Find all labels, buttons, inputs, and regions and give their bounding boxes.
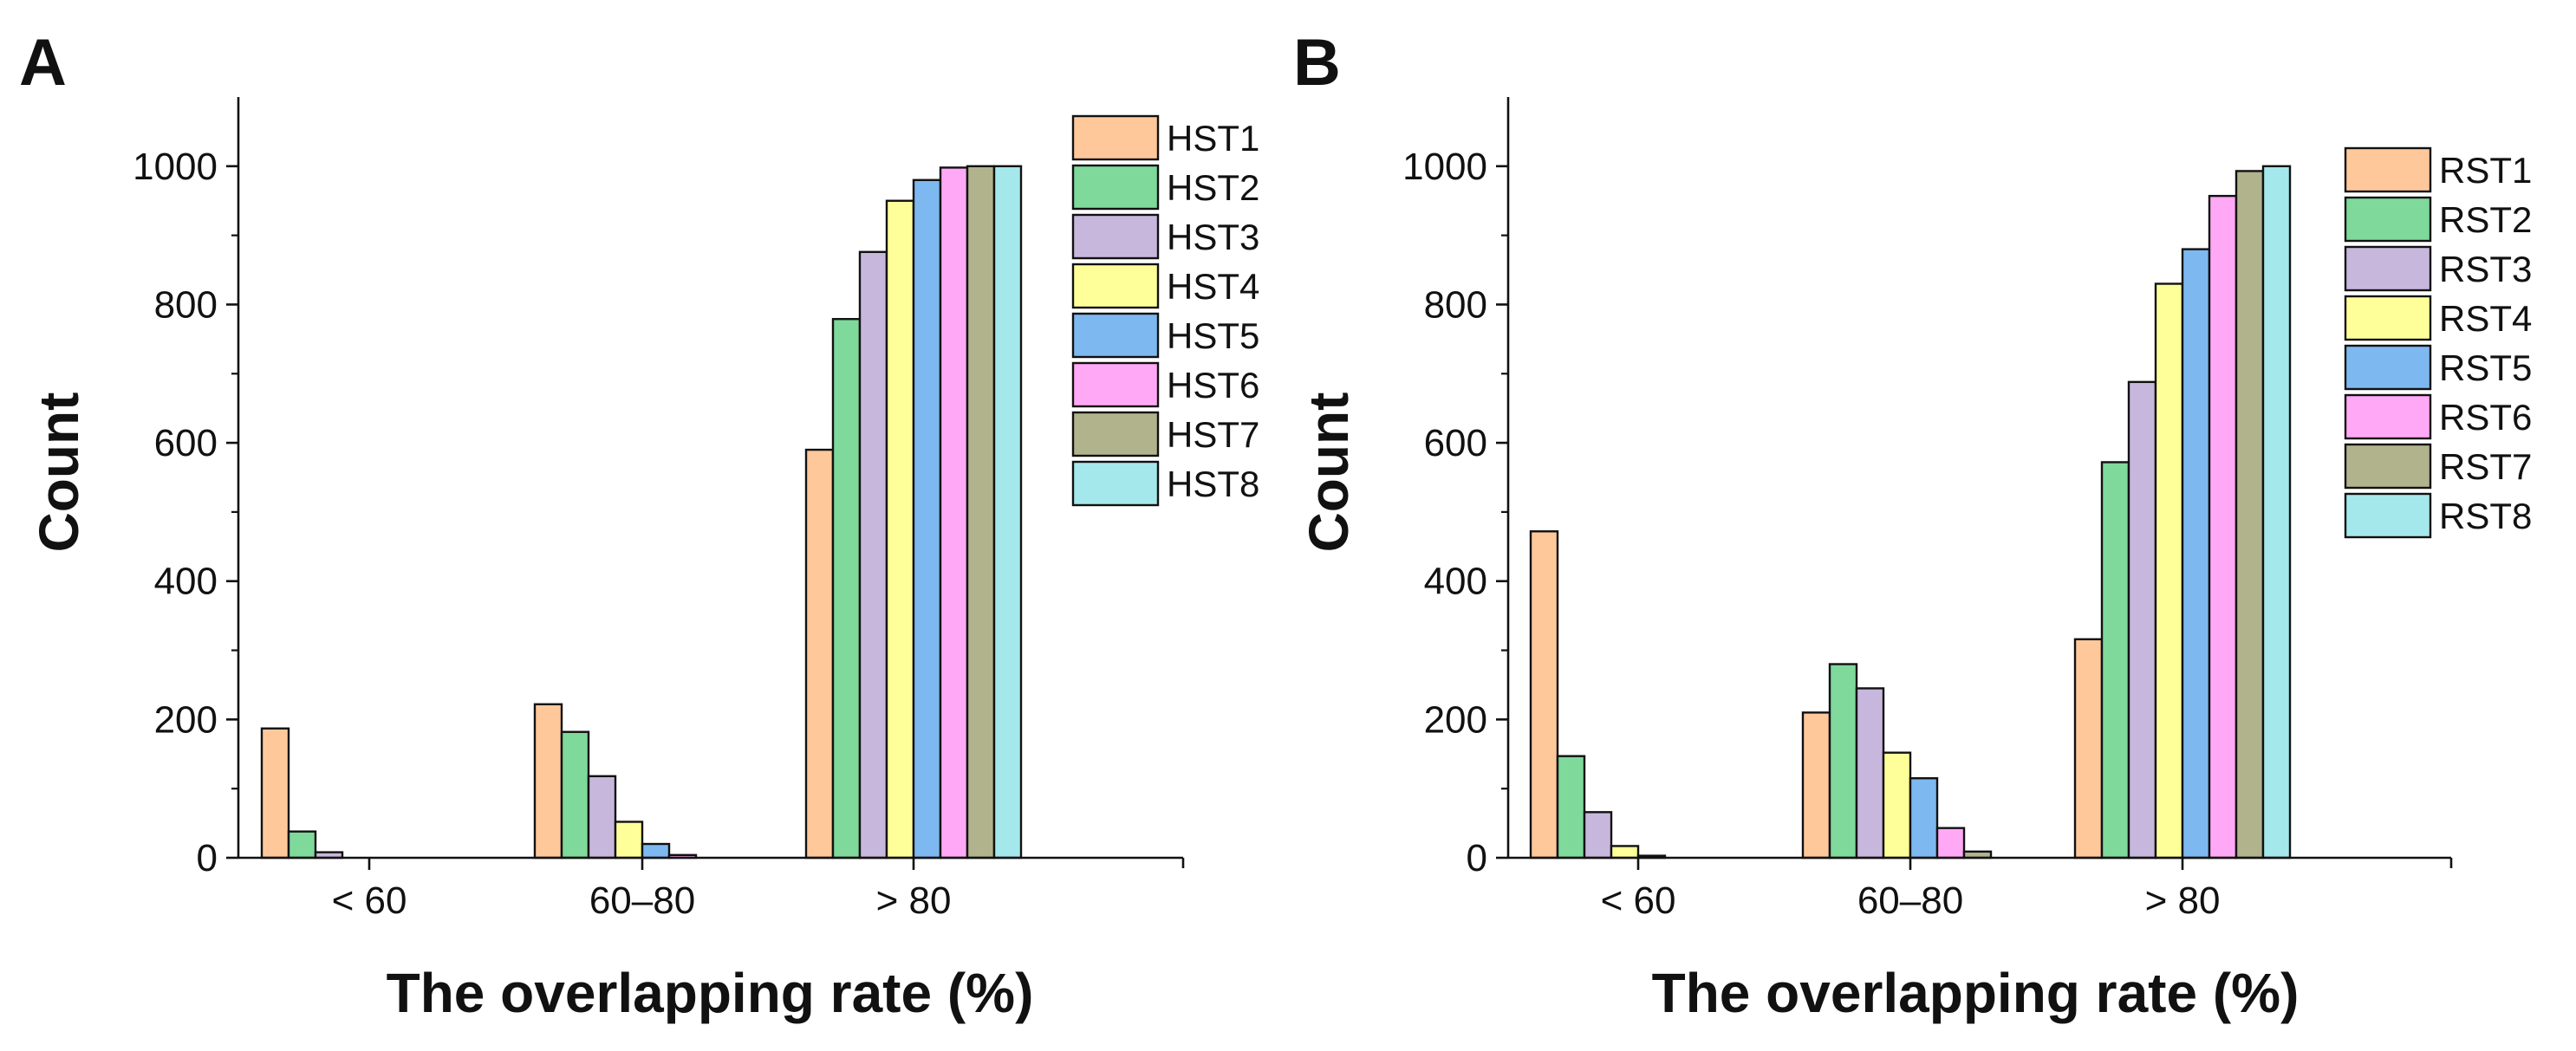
y-tick-label-a-600: 600 — [154, 422, 218, 464]
bar-b-rst2-3 — [2100, 461, 2130, 860]
bar-a-hst3-2 — [587, 775, 617, 860]
legend-swatch-a-hst2 — [1071, 164, 1160, 211]
legend-label-b-rst7: RST7 — [2439, 446, 2532, 487]
y-tick-label-b-800: 800 — [1424, 283, 1487, 326]
legend-swatch-a-hst3 — [1071, 213, 1160, 260]
bar-a-hst2-2 — [560, 730, 590, 860]
ticks-b: 0 200 400 600 800 1000 < 60 60–80 > 80 — [1402, 146, 2220, 922]
panel-letter-a: A — [19, 26, 67, 100]
legend-label-b-rst2: RST2 — [2439, 199, 2532, 240]
bar-b-rst4-3 — [2154, 282, 2184, 860]
y-axis-label-b: Count — [1298, 393, 1360, 553]
x-tick-label-b-2: 60–80 — [1857, 879, 1963, 922]
legend-swatch-a-hst8 — [1071, 460, 1160, 507]
legend-swatch-b-rst7 — [2344, 443, 2432, 490]
bar-b-rst3-1 — [1583, 811, 1613, 860]
bar-b-rst2-2 — [1828, 663, 1858, 860]
bar-b-rst5-3 — [2181, 248, 2211, 860]
y-axis-label-a: Count — [28, 393, 90, 553]
bar-b-rst6-2 — [1935, 827, 1966, 860]
bar-a-hst4-3 — [885, 199, 915, 860]
y-tick-label-b-1000: 1000 — [1402, 146, 1487, 188]
bar-a-hst8-3 — [992, 165, 1023, 860]
panel-b: B Count The overlapping rate (%) 0 200 400… — [1293, 26, 2532, 1024]
legend-swatch-a-hst5 — [1071, 312, 1160, 359]
legend-label-a-hst7: HST7 — [1167, 414, 1259, 455]
legend-swatch-b-rst4 — [2344, 295, 2432, 341]
legend-label-a-hst4: HST4 — [1167, 266, 1259, 307]
legend-label-b-rst6: RST6 — [2439, 397, 2532, 438]
bar-b-rst7-3 — [2234, 170, 2265, 860]
bar-a-hst3-3 — [858, 250, 888, 860]
y-tick-label-a-0: 0 — [197, 837, 218, 879]
axes-b — [1506, 97, 2453, 868]
legend-label-b-rst5: RST5 — [2439, 347, 2532, 388]
x-tick-label-a-2: 60–80 — [589, 879, 695, 922]
bar-b-rst1-2 — [1801, 711, 1831, 860]
y-tick-label-b-0: 0 — [1467, 837, 1487, 879]
axes-a — [237, 97, 1185, 868]
legend-label-b-rst4: RST4 — [2439, 298, 2532, 339]
legend-swatch-a-hst4 — [1071, 263, 1160, 309]
bar-a-hst6-3 — [939, 166, 969, 860]
y-tick-label-a-400: 400 — [154, 561, 218, 603]
legend-label-a-hst5: HST5 — [1167, 315, 1259, 356]
legend-swatch-b-rst5 — [2344, 344, 2432, 391]
ticks-a: 0 200 400 600 800 1000 < 60 60–80 > 80 — [133, 146, 951, 922]
legend-label-a-hst2: HST2 — [1167, 167, 1259, 208]
legend-b: RST1 RST2 RST3 RST4 RST5 RST6 RST7 RST8 — [2344, 146, 2532, 539]
bar-b-rst4-2 — [1882, 751, 1912, 860]
legend-label-b-rst3: RST3 — [2439, 249, 2532, 289]
legend-swatch-b-rst3 — [2344, 245, 2432, 292]
x-tick-label-a-3: > 80 — [876, 879, 952, 922]
bar-a-hst5-3 — [912, 178, 942, 860]
y-tick-label-b-400: 400 — [1424, 561, 1487, 603]
bar-b-rst3-3 — [2127, 380, 2157, 860]
bar-a-hst1-1 — [260, 727, 290, 860]
bar-b-rst8-3 — [2261, 165, 2292, 860]
legend-swatch-a-hst6 — [1071, 361, 1160, 408]
bar-a-hst1-2 — [533, 703, 563, 860]
x-axis-label-a: The overlapping rate (%) — [387, 962, 1034, 1024]
bar-a-hst2-3 — [831, 318, 862, 860]
bar-a-hst2-1 — [287, 830, 317, 860]
x-tick-label-b-1: < 60 — [1601, 879, 1676, 922]
bar-a-hst4-2 — [614, 821, 644, 860]
bar-b-rst4-1 — [1610, 845, 1640, 860]
bar-a-hst7-3 — [966, 165, 996, 860]
legend-label-a-hst3: HST3 — [1167, 217, 1259, 257]
legend-label-a-hst8: HST8 — [1167, 464, 1259, 504]
legend-swatch-a-hst1 — [1071, 114, 1160, 161]
y-tick-label-a-1000: 1000 — [133, 146, 218, 188]
x-axis-label-b: The overlapping rate (%) — [1652, 962, 2300, 1024]
bar-b-rst3-2 — [1855, 687, 1885, 860]
y-tick-label-b-600: 600 — [1424, 422, 1487, 464]
legend-swatch-b-rst2 — [2344, 196, 2432, 243]
panel-a: A Count The overlapping rate (%) 0 200 400… — [19, 26, 1259, 1024]
bar-b-rst5-2 — [1909, 777, 1939, 860]
bar-b-rst2-1 — [1556, 755, 1586, 860]
bar-a-hst5-2 — [641, 842, 671, 860]
panel-letter-b: B — [1293, 26, 1341, 100]
legend-swatch-b-rst6 — [2344, 393, 2432, 440]
legend-label-a-hst1: HST1 — [1167, 118, 1259, 159]
bar-b-rst6-3 — [2208, 194, 2238, 860]
legend-label-a-hst6: HST6 — [1167, 365, 1259, 405]
y-tick-label-b-200: 200 — [1424, 698, 1487, 741]
legend-swatch-b-rst1 — [2344, 146, 2432, 193]
legend-swatch-b-rst8 — [2344, 492, 2432, 539]
legend-swatch-a-hst7 — [1071, 411, 1160, 457]
bar-b-rst1-1 — [1529, 530, 1559, 860]
bar-b-rst1-3 — [2073, 638, 2104, 860]
y-tick-label-a-200: 200 — [154, 698, 218, 741]
x-tick-label-a-1: < 60 — [332, 879, 407, 922]
legend-label-b-rst8: RST8 — [2439, 496, 2532, 536]
legend-label-b-rst1: RST1 — [2439, 150, 2532, 191]
legend-a: HST1 HST2 HST3 HST4 HST5 HST6 HST7 HST8 — [1071, 114, 1259, 507]
x-tick-label-b-3: > 80 — [2145, 879, 2221, 922]
y-tick-label-a-800: 800 — [154, 283, 218, 326]
bar-a-hst1-3 — [804, 448, 835, 860]
